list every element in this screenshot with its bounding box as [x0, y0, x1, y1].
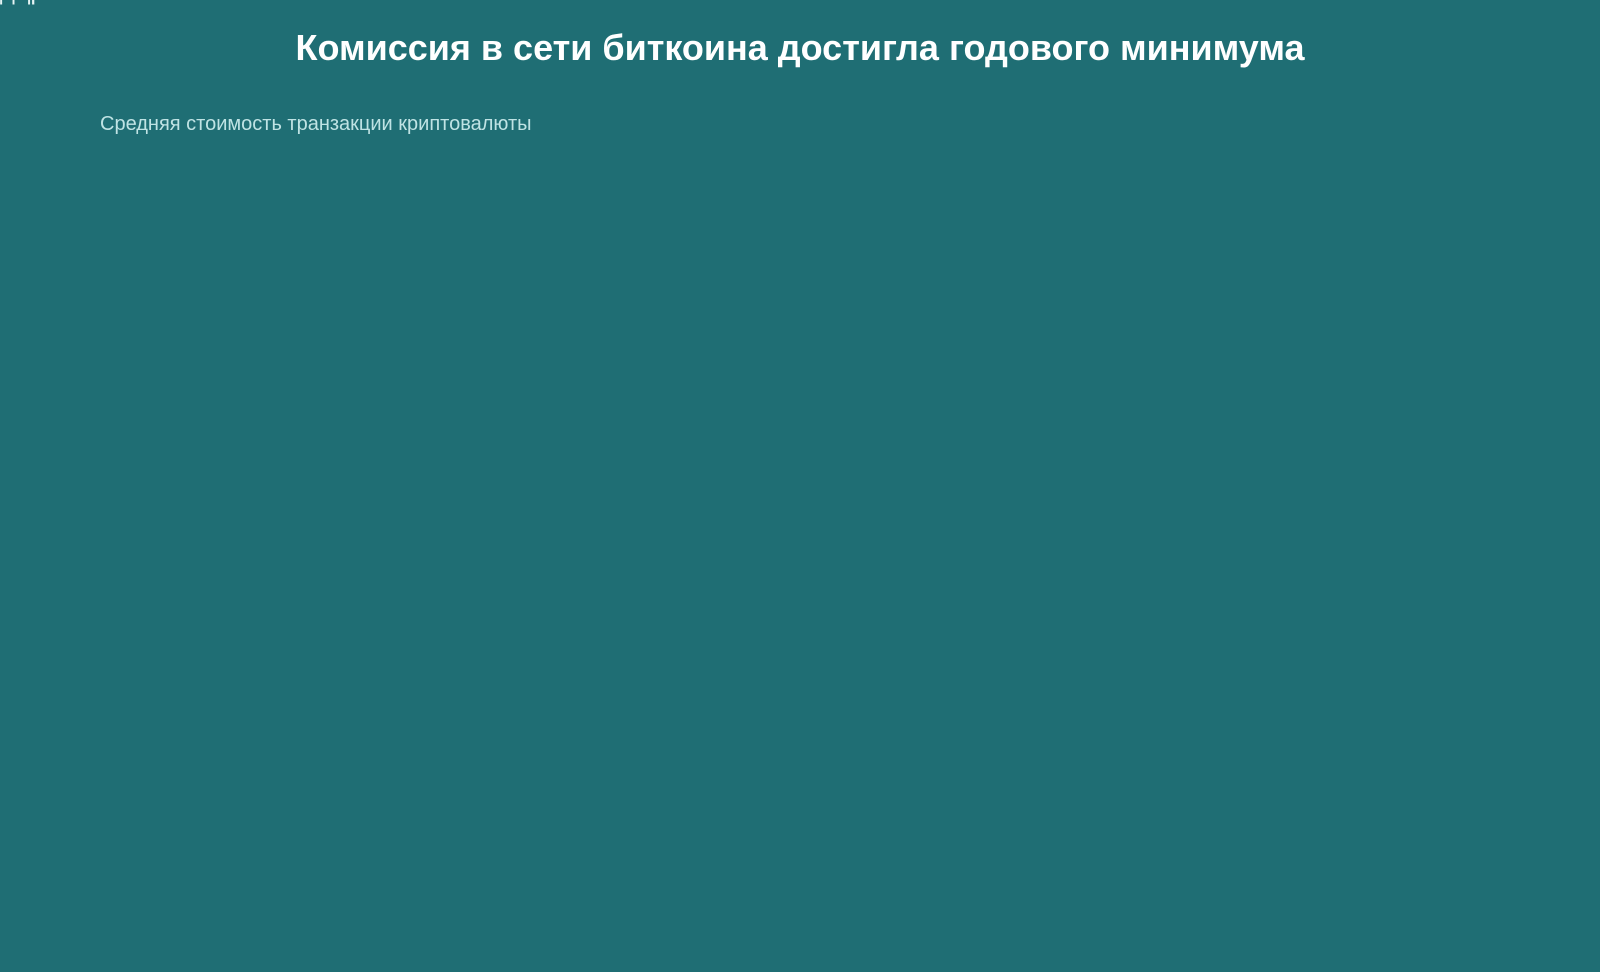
- x-ticks: Янв2017Фев2017Мар2017Апр2017Май2017Июн20…: [0, 0, 49, 5]
- chart-container: Комиссия в сети биткоина достигла годово…: [0, 0, 1600, 972]
- chart-subtitle: Средняя стоимость транзакции криптовалют…: [100, 113, 532, 135]
- chart-title: Комиссия в сети биткоина достигла годово…: [295, 27, 1305, 68]
- x-tick-label-year: 2018: [0, 0, 49, 5]
- chart-background: [0, 0, 1600, 972]
- chart-svg: Комиссия в сети биткоина достигла годово…: [0, 0, 1600, 972]
